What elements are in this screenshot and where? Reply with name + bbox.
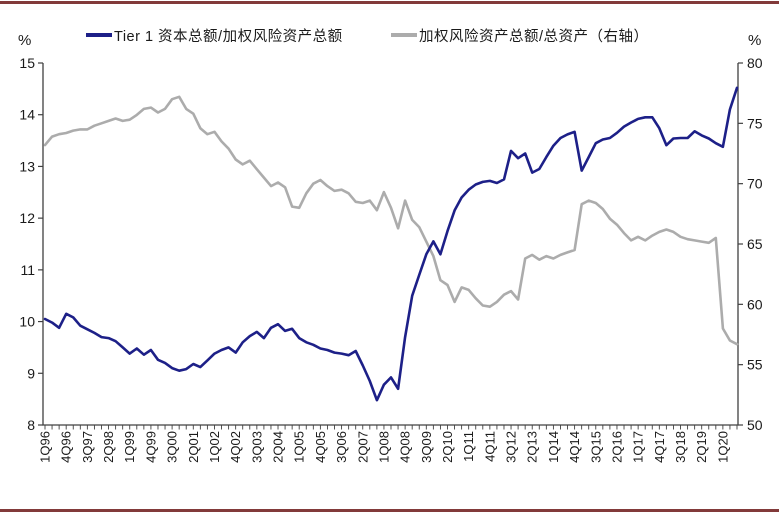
x-axis-label: 3Q09	[419, 431, 434, 463]
y-right-tick-label: 55	[747, 357, 763, 373]
y-left-tick-label: 12	[19, 210, 35, 226]
tier1-line-swatch	[86, 33, 112, 37]
x-axis-label: 1Q20	[715, 431, 730, 463]
y-right-tick-label: 50	[747, 417, 763, 433]
x-axis-label: 3Q06	[334, 431, 349, 463]
x-axis-label: 1Q17	[631, 431, 646, 463]
x-axis-label: 4Q17	[652, 431, 667, 463]
legend-item-rwa: 加权风险资产总额/总资产（右轴）	[391, 26, 649, 45]
y-left-tick-label: 13	[19, 158, 35, 174]
x-axis-label: 2Q16	[609, 431, 624, 463]
x-axis-label: 1Q05	[292, 431, 307, 463]
y-right-tick-label: 75	[747, 115, 763, 131]
x-axis-label: 4Q99	[143, 431, 158, 463]
x-axis-label: 4Q96	[59, 431, 74, 463]
y-right-tick-label: 65	[747, 236, 763, 252]
x-axis-label: 2Q19	[694, 431, 709, 463]
x-axis-label: 3Q18	[673, 431, 688, 463]
x-axis-label: 1Q11	[461, 431, 476, 462]
x-axis-label: 4Q11	[482, 431, 497, 462]
x-axis-label: 1Q99	[122, 431, 137, 463]
tier1-legend-label: Tier 1 资本总额/加权风险资产总额	[114, 28, 343, 45]
rwa-legend-label: 加权风险资产总额/总资产（右轴）	[419, 28, 649, 45]
bottom-border-rule	[0, 509, 779, 512]
left-axis-unit-label: %	[18, 32, 32, 49]
x-axis-label: 1Q14	[546, 431, 561, 463]
y-right-tick-label: 70	[747, 176, 763, 192]
series-line-rwa-ratio	[43, 95, 739, 346]
x-axis-label: 3Q12	[504, 431, 519, 463]
right-axis-unit-label: %	[748, 32, 762, 49]
y-right-tick-label: 80	[747, 55, 763, 71]
x-axis-label: 4Q02	[228, 431, 243, 463]
x-axis-label: 2Q07	[355, 431, 370, 463]
x-axis-label: 2Q04	[271, 431, 286, 463]
top-border-rule	[0, 1, 779, 4]
x-axis-label: 3Q97	[80, 431, 95, 463]
y-left-tick-label: 8	[27, 417, 35, 433]
chart-legend: Tier 1 资本总额/加权风险资产总额 加权风险资产总额/总资产（右轴）	[0, 26, 779, 45]
x-axis-label: 4Q14	[567, 431, 582, 463]
y-left-tick-label: 14	[19, 107, 35, 123]
x-axis-label: 2Q01	[186, 431, 201, 463]
x-axis-label: 3Q00	[165, 431, 180, 463]
x-axis-label: 1Q02	[207, 431, 222, 463]
y-left-tick-label: 11	[20, 262, 35, 278]
x-axis-label: 4Q08	[398, 431, 413, 463]
y-left-tick-label: 10	[19, 314, 35, 330]
y-left-tick-label: 15	[19, 55, 35, 71]
x-axis-label: 1Q96	[38, 431, 53, 463]
y-left-tick-label: 9	[27, 365, 35, 381]
x-axis-label: 2Q98	[101, 431, 116, 463]
axis-frame	[42, 63, 739, 426]
rwa-line-swatch	[391, 33, 417, 37]
x-axis-label: 4Q05	[313, 431, 328, 463]
x-axis-label: 1Q08	[376, 431, 391, 463]
x-axis-label: 3Q15	[588, 431, 603, 463]
x-axis-label: 2Q13	[525, 431, 540, 463]
x-axis-label: 2Q10	[440, 431, 455, 463]
series-line-tier1-ratio	[43, 86, 739, 402]
legend-item-tier1: Tier 1 资本总额/加权风险资产总额	[86, 26, 343, 45]
y-right-tick-label: 60	[747, 296, 763, 312]
x-axis-label: 3Q03	[249, 431, 264, 463]
